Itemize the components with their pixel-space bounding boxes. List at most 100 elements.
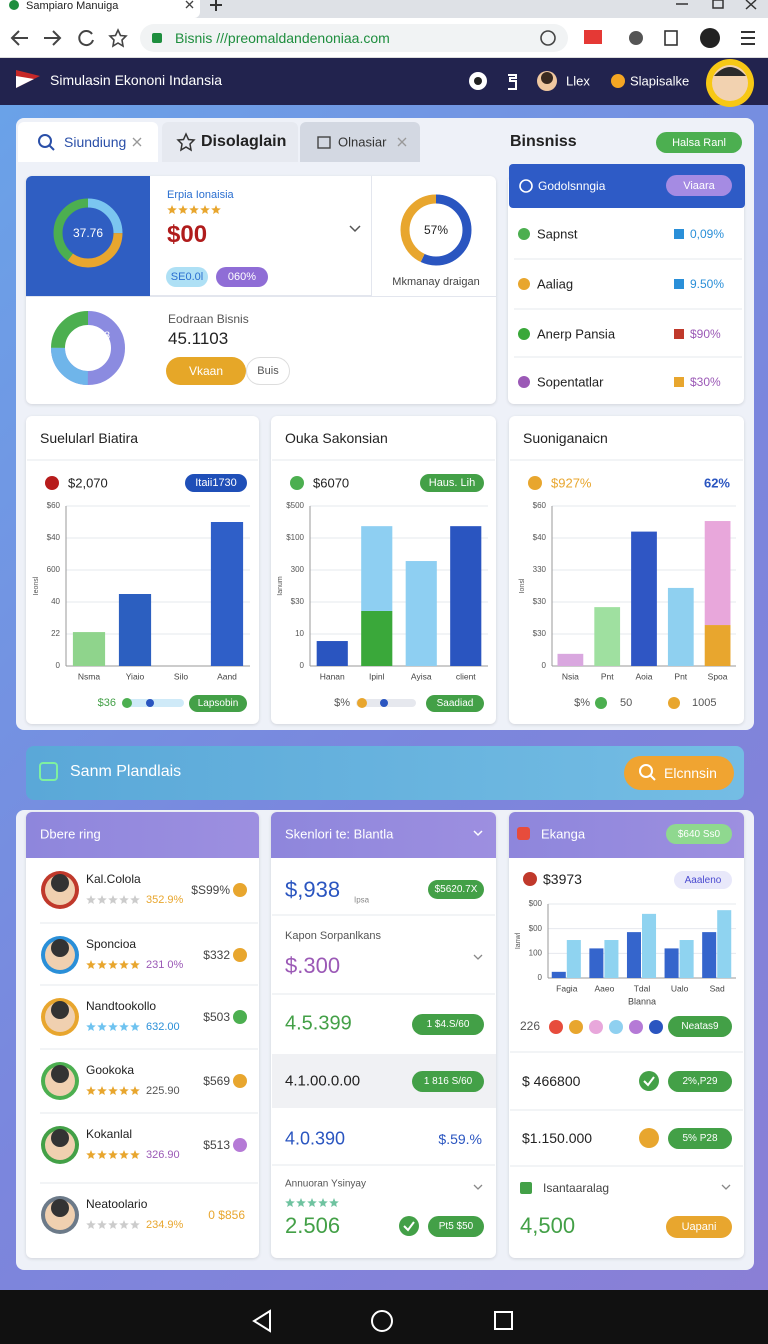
- address-bar[interactable]: [140, 24, 568, 52]
- app-logo: [16, 76, 34, 88]
- donut-label: 57%: [423, 223, 449, 237]
- bar: [118, 594, 152, 666]
- icon: [540, 30, 556, 46]
- button[interactable]: Vkaan: [166, 357, 246, 385]
- person-value: $S99%: [191, 883, 230, 897]
- bar: [405, 561, 437, 666]
- footer-value: $%: [334, 697, 350, 709]
- footer-value: 50: [620, 697, 633, 709]
- y-tick-label: 0: [538, 973, 543, 982]
- star-icon: [119, 1022, 129, 1031]
- person-rating: 231 0%: [146, 959, 184, 971]
- tab-label[interactable]: Olnasiar: [338, 134, 387, 150]
- x-tick-label: Aand: [217, 671, 237, 681]
- donut-segment: [51, 311, 125, 385]
- icon: [233, 948, 247, 962]
- bar: [450, 526, 482, 666]
- dropdown-icon: [349, 225, 361, 233]
- button[interactable]: Lapsobin: [189, 695, 247, 712]
- search-icon: [649, 774, 656, 781]
- footer-value: $%: [574, 697, 590, 709]
- legend-dot: [649, 1020, 663, 1034]
- tab[interactable]: [18, 122, 158, 162]
- y-tick-label: 600: [47, 565, 61, 574]
- bar: [594, 607, 621, 666]
- check-icon: [403, 1221, 415, 1232]
- star-icon: [318, 1198, 328, 1207]
- lock-icon: [152, 33, 162, 43]
- star-icon: [97, 1086, 107, 1095]
- button-label[interactable]: Elcnnsin: [664, 765, 717, 781]
- person-value: $569: [203, 1074, 230, 1088]
- bar: [361, 610, 393, 666]
- bar: [667, 587, 694, 666]
- pill: Neatas9: [668, 1016, 732, 1037]
- star-icon: [97, 1150, 107, 1159]
- y-tick-label: 330: [533, 565, 547, 574]
- y-tick-label: 0: [300, 661, 305, 670]
- person-rating: 326.90: [146, 1149, 180, 1161]
- pill[interactable]: 060%: [216, 267, 268, 287]
- amount: 4.1.00.0.00: [285, 1072, 361, 1090]
- bar: [72, 632, 106, 666]
- list-item-name: Sapnst: [537, 226, 578, 242]
- star-icon: [189, 205, 199, 214]
- y-tick-label: 0: [542, 661, 547, 670]
- icon: [528, 476, 542, 490]
- icon: [518, 228, 530, 240]
- star-icon: [97, 1022, 107, 1031]
- button[interactable]: Buis: [246, 357, 290, 385]
- x-tick-label: Hanan: [320, 671, 345, 681]
- person-name: Nandtookollo: [86, 999, 157, 1013]
- tab-label[interactable]: Disolaglain: [201, 133, 287, 150]
- bookmark-icon: [108, 28, 128, 48]
- person-rating: 225.90: [146, 1085, 180, 1097]
- star-icon: [86, 1022, 96, 1031]
- star-icon: [108, 1086, 118, 1095]
- y-tick-label: 100: [529, 948, 543, 957]
- pill[interactable]: SE0.0l: [166, 267, 208, 287]
- icon: [233, 1138, 247, 1152]
- person-name: Kokanlal: [86, 1127, 133, 1141]
- back-button: [252, 1309, 271, 1333]
- button[interactable]: Halsa Ranl: [656, 132, 742, 153]
- column-header: [271, 812, 496, 858]
- user-name: Llex: [566, 73, 590, 89]
- check-icon: [643, 1076, 655, 1087]
- tab[interactable]: [162, 122, 298, 162]
- pill: 5% P28: [668, 1128, 732, 1149]
- browser-tab[interactable]: [0, 0, 200, 18]
- icon: [9, 0, 19, 10]
- label: Isantaaralag: [543, 1181, 610, 1195]
- column-icon: [517, 827, 530, 840]
- bar: [361, 526, 393, 611]
- y-tick-label: $60: [47, 501, 61, 510]
- user-status: Slapisalke: [630, 73, 690, 89]
- icon: [639, 1128, 659, 1148]
- tab[interactable]: [300, 122, 420, 162]
- star-icon: [86, 960, 96, 969]
- overview-divider: [26, 296, 496, 297]
- person-rating: 234.9%: [146, 1219, 184, 1231]
- person-name: Kal.Colola: [86, 872, 141, 886]
- y-axis-label: Ianum: [277, 576, 284, 596]
- amount: $1.150.000: [522, 1130, 593, 1146]
- chart-stat: $927%: [551, 475, 592, 491]
- value-icon: [674, 329, 684, 339]
- list-item-value: 0,09%: [690, 227, 725, 241]
- icon: [523, 872, 537, 886]
- x-tick-label: Nsma: [78, 671, 100, 681]
- star-icon: [97, 1220, 107, 1229]
- button[interactable]: Saadiad: [426, 695, 484, 712]
- column-title: Skenlori te: Blantla: [285, 826, 394, 842]
- avatar: [51, 939, 69, 957]
- pill[interactable]: Viaara: [666, 175, 732, 196]
- column-title: Ekanga: [541, 826, 586, 842]
- tab-label[interactable]: Siundiung: [64, 134, 127, 150]
- list-item-value: 9.50%: [690, 277, 725, 291]
- button[interactable]: Uapani: [666, 1216, 732, 1238]
- search-button[interactable]: [624, 756, 734, 790]
- avatar: [714, 67, 746, 76]
